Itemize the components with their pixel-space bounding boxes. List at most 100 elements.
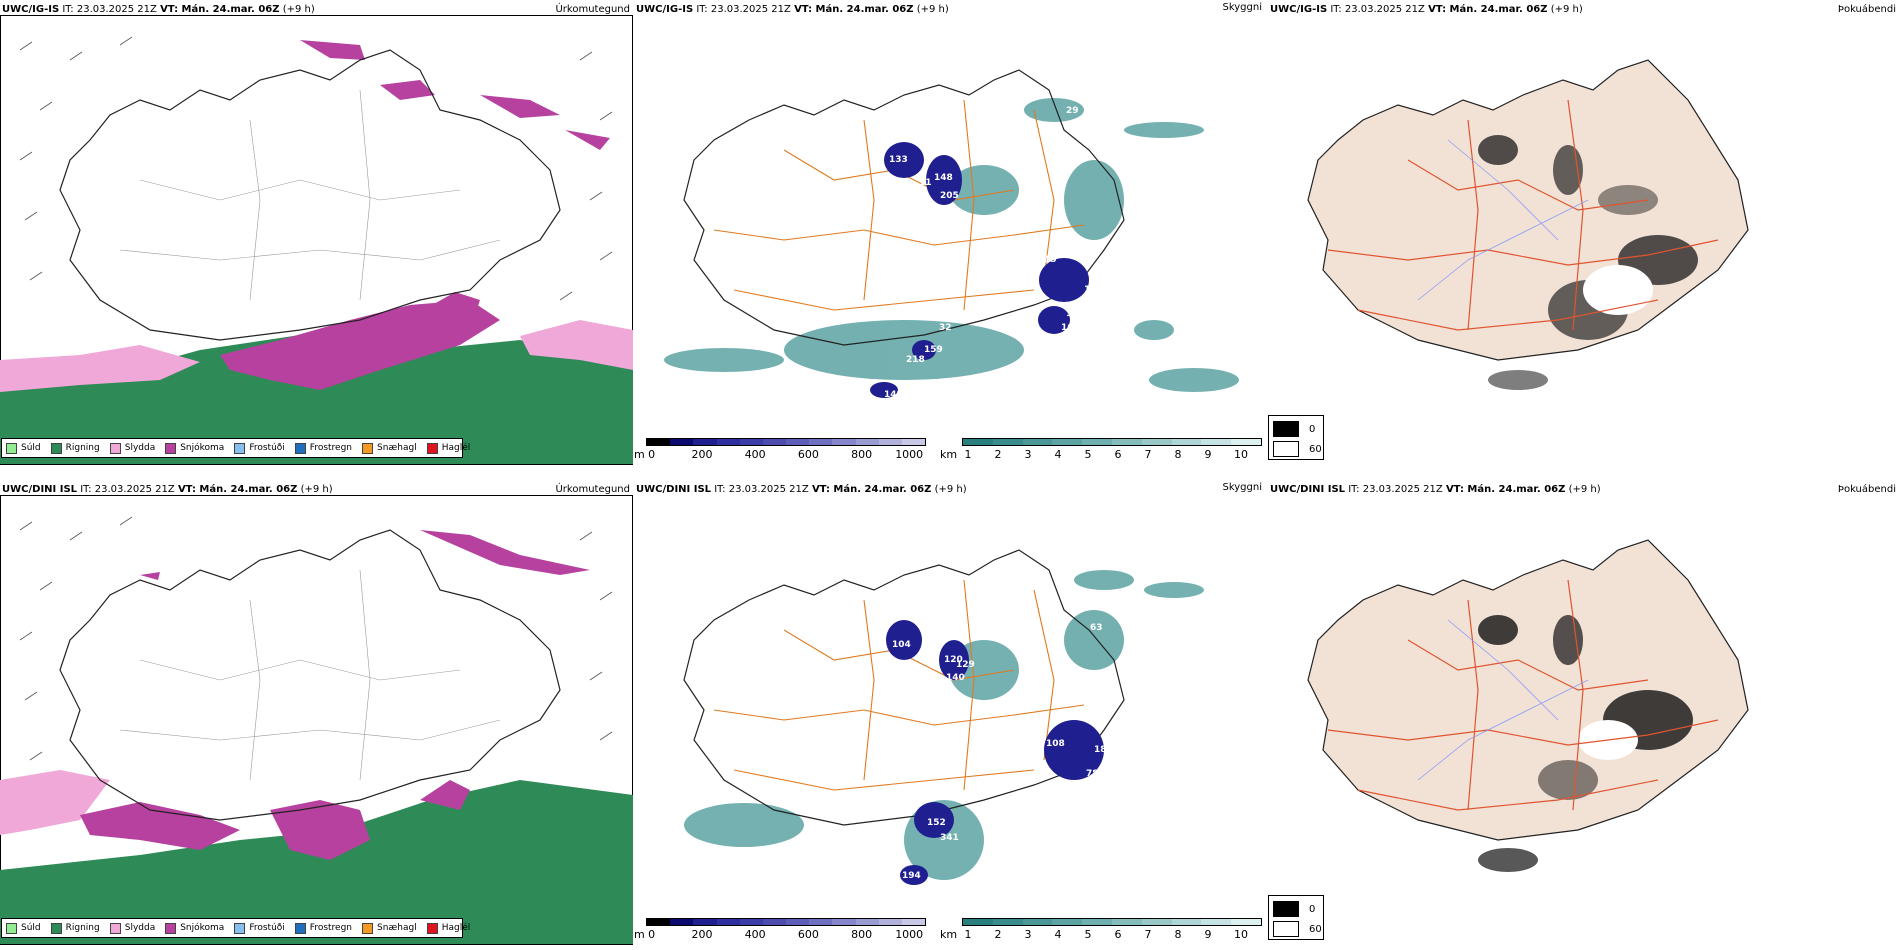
tick: 2 — [994, 448, 1002, 461]
legend-swatch — [1273, 921, 1299, 937]
colorbar-unit: m — [634, 928, 645, 941]
legend-swatch — [294, 922, 306, 934]
legend-swatch — [1273, 421, 1299, 437]
vis-label: 218 — [906, 355, 925, 365]
map-frame — [0, 15, 633, 465]
legend-item: Snæhagl — [362, 922, 417, 934]
tick: 3 — [1024, 928, 1032, 941]
parameter-name: Úrkomutegund — [555, 484, 630, 495]
tick: 800 — [851, 928, 873, 941]
legend-swatch — [234, 442, 246, 454]
vis-label: 78 — [1086, 769, 1099, 779]
tick: 1000 — [895, 928, 924, 941]
legend-swatch — [50, 442, 62, 454]
vis-label: 194 — [902, 871, 921, 881]
tick: 8 — [1174, 928, 1182, 941]
tick: 4 — [1054, 448, 1062, 461]
visibility-map: 133 148 11 205 15 2 15 106 105 112 162 3… — [664, 69, 1239, 400]
tick: 3 — [1024, 448, 1032, 461]
fog-legend-row: 60 — [1273, 441, 1322, 457]
vis-label: 185 — [1094, 745, 1113, 755]
legend-swatch — [234, 922, 246, 934]
legend-swatch — [362, 922, 374, 934]
legend-item: Slydda — [109, 442, 155, 454]
tick: 5 — [1084, 928, 1092, 941]
visibility-map: 104 120 129 140 29 14 108 185 78 85 152 … — [683, 549, 1204, 885]
tick: 10 — [1234, 928, 1248, 941]
vis-label: 108 — [1046, 739, 1065, 749]
colorbar-gradient — [962, 438, 1262, 446]
tick: 2 — [994, 928, 1002, 941]
legend-item: Rigning — [50, 442, 100, 454]
legend-swatch — [109, 922, 121, 934]
panel-title: UWC/DINI ISL IT: 23.03.2025 21Z VT: Mán.… — [636, 484, 967, 495]
legend-item: Snjókoma — [165, 442, 224, 454]
vis-label: 11 — [919, 178, 932, 188]
vis-label: 29 — [1066, 106, 1079, 116]
colorbar-gradient — [962, 918, 1262, 926]
panel-title: UWC/IG-IS IT: 23.03.2025 21Z VT: Mán. 24… — [636, 4, 949, 15]
tick: 200 — [691, 448, 713, 461]
vis-label: 148 — [884, 390, 903, 400]
tick: 5 — [1084, 448, 1092, 461]
legend-swatch — [426, 922, 438, 934]
tick: 7 — [1144, 448, 1152, 461]
precip-type-map — [0, 496, 633, 944]
fog-panel-top: UWC/IG-IS IT: 23.03.2025 21Z VT: Mán. 24… — [1268, 0, 1900, 468]
tick: 400 — [744, 448, 766, 461]
legend-swatch — [1273, 901, 1299, 917]
tick: 6 — [1114, 928, 1122, 941]
vis-label: 30 — [1139, 143, 1152, 153]
tick: 1000 — [895, 448, 924, 461]
tick: 10 — [1234, 448, 1248, 461]
legend-swatch — [6, 442, 17, 454]
vis-label: 14 — [1001, 730, 1014, 740]
fog-panel-bottom: UWC/DINI ISL IT: 23.03.2025 21Z VT: Mán.… — [1268, 480, 1900, 950]
parameter-name: Skyggni — [1222, 2, 1262, 13]
vis-label: 152 — [927, 818, 946, 828]
legend-item: Haglél — [426, 922, 470, 934]
tick: 0 — [648, 448, 656, 461]
vis-label: 104 — [892, 640, 911, 650]
vis-label: 162 — [1061, 323, 1080, 333]
vis-label: 106 — [1084, 285, 1103, 295]
tick: 1 — [964, 448, 972, 461]
tick: 800 — [851, 448, 873, 461]
vis-label: 2 — [1029, 233, 1035, 243]
vis-label: 205 — [940, 191, 959, 201]
tick: 600 — [797, 928, 819, 941]
fog-legend-row: 60 — [1273, 921, 1322, 937]
legend-swatch — [50, 922, 62, 934]
vis-label: 63 — [1090, 623, 1103, 633]
tick: 1 — [964, 928, 972, 941]
legend-swatch — [1273, 441, 1299, 457]
precip-type-legend: Súld Rigning Slydda Snjókoma Frostúði Fr… — [1, 438, 470, 458]
fog-map — [1307, 59, 1749, 390]
legend-item: Snjókoma — [165, 922, 224, 934]
fog-legend-row: 0 — [1273, 421, 1315, 437]
parameter-name: Þokuábendi — [1837, 484, 1896, 495]
precip-type-legend: Súld Rigning Slydda Snjókoma Frostúði Fr… — [1, 918, 470, 938]
visibility-panel-bottom: UWC/DINI ISL IT: 23.03.2025 21Z VT: Mán.… — [634, 480, 1268, 950]
legend-item: Haglél — [426, 442, 470, 454]
legend-item: Slydda — [109, 922, 155, 934]
visibility-m-colorbar: m 0 200 400 600 800 1000 — [634, 918, 934, 946]
precip-type-map — [0, 16, 633, 464]
legend-item: Frostregn — [294, 442, 352, 454]
legend-swatch — [109, 442, 121, 454]
legend-swatch — [165, 922, 177, 934]
legend-item: Frostregn — [294, 922, 352, 934]
fog-legend-row: 0 — [1273, 901, 1315, 917]
colorbar-ticks: 1 2 3 4 5 6 7 8 9 10 — [962, 928, 1262, 942]
panel-title: UWC/IG-IS IT: 23.03.2025 21Z VT: Mán. 24… — [1270, 4, 1583, 15]
colorbar-unit: km — [940, 928, 958, 941]
vis-label: 15 — [1044, 255, 1057, 265]
vis-label: 85 — [1057, 788, 1070, 798]
legend-swatch — [165, 442, 177, 454]
tick: 600 — [797, 448, 819, 461]
vis-label: 112 — [1066, 309, 1085, 319]
panel-title: UWC/IG-IS IT: 23.03.2025 21Z VT: Mán. 24… — [2, 4, 315, 15]
vis-label: 120 — [944, 655, 963, 665]
fog-legend: 0 60 — [1268, 415, 1324, 460]
tick: 9 — [1204, 928, 1212, 941]
